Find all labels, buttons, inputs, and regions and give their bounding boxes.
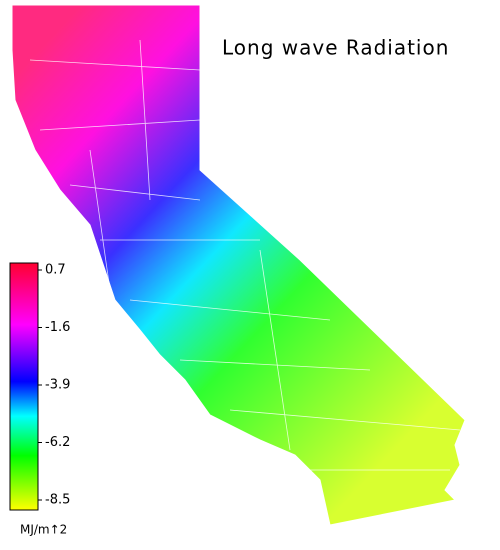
county-lines (29, 39, 461, 471)
legend-tick-label: -8.5 (45, 493, 70, 508)
legend-tick-label: 0.7 (45, 263, 66, 278)
legend-unit: MJ/m↑2 (20, 523, 67, 537)
legend-tick-label: -1.6 (45, 320, 70, 335)
legend-ticks: 0.7 -1.6 -3.9 -6.2 -8.5 (38, 263, 70, 508)
legend-tick-label: -6.2 (45, 435, 70, 450)
legend-tick-label: -3.9 (45, 378, 70, 393)
color-bar (9, 262, 39, 511)
california (11, 4, 466, 526)
title: Long wave Radiation (222, 36, 449, 60)
